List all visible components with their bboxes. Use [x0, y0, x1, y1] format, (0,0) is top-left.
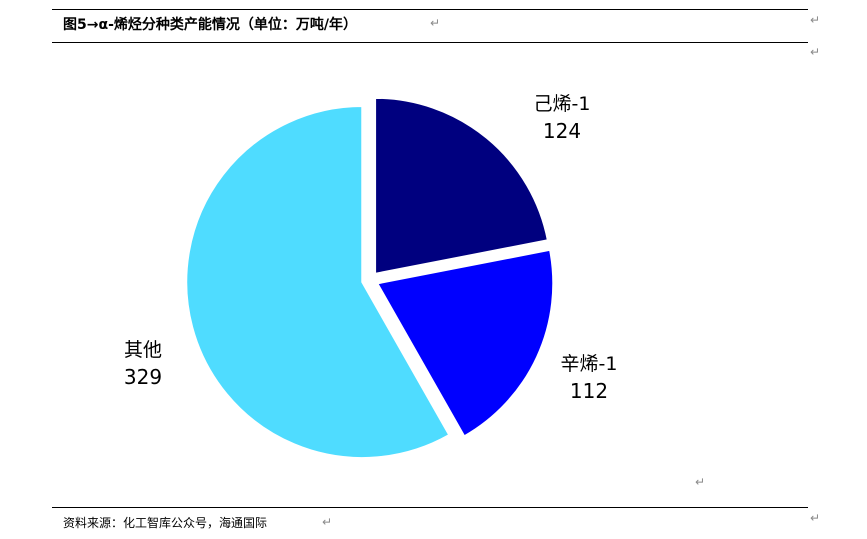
paragraph-mark: ↵ — [695, 475, 706, 489]
paragraph-mark: ↵ — [322, 515, 333, 529]
top-rule — [52, 9, 808, 10]
pie-slice — [185, 105, 451, 460]
title-underline-rule — [52, 42, 808, 43]
paragraph-mark: ↵ — [810, 45, 821, 59]
slice-value-octene: 112 — [570, 379, 608, 403]
paragraph-mark: ↵ — [810, 13, 821, 27]
slice-value-hexene: 124 — [543, 119, 581, 143]
paragraph-mark: ↵ — [430, 16, 441, 30]
bottom-rule — [52, 507, 808, 508]
pie-slice — [374, 96, 550, 276]
paragraph-mark: ↵ — [810, 511, 821, 525]
source-note: 资料来源：化工智库公众号，海通国际 — [63, 516, 268, 530]
slice-label-octene: 辛烯-1 — [561, 353, 618, 375]
slice-label-hexene: 己烯-1 — [534, 93, 591, 115]
figure-title: 图5→α-烯烃分种类产能情况（单位：万吨/年） — [63, 17, 358, 33]
slice-label-other: 其他 — [124, 339, 162, 361]
slice-value-other: 329 — [124, 365, 162, 389]
pie-slice — [375, 248, 555, 438]
